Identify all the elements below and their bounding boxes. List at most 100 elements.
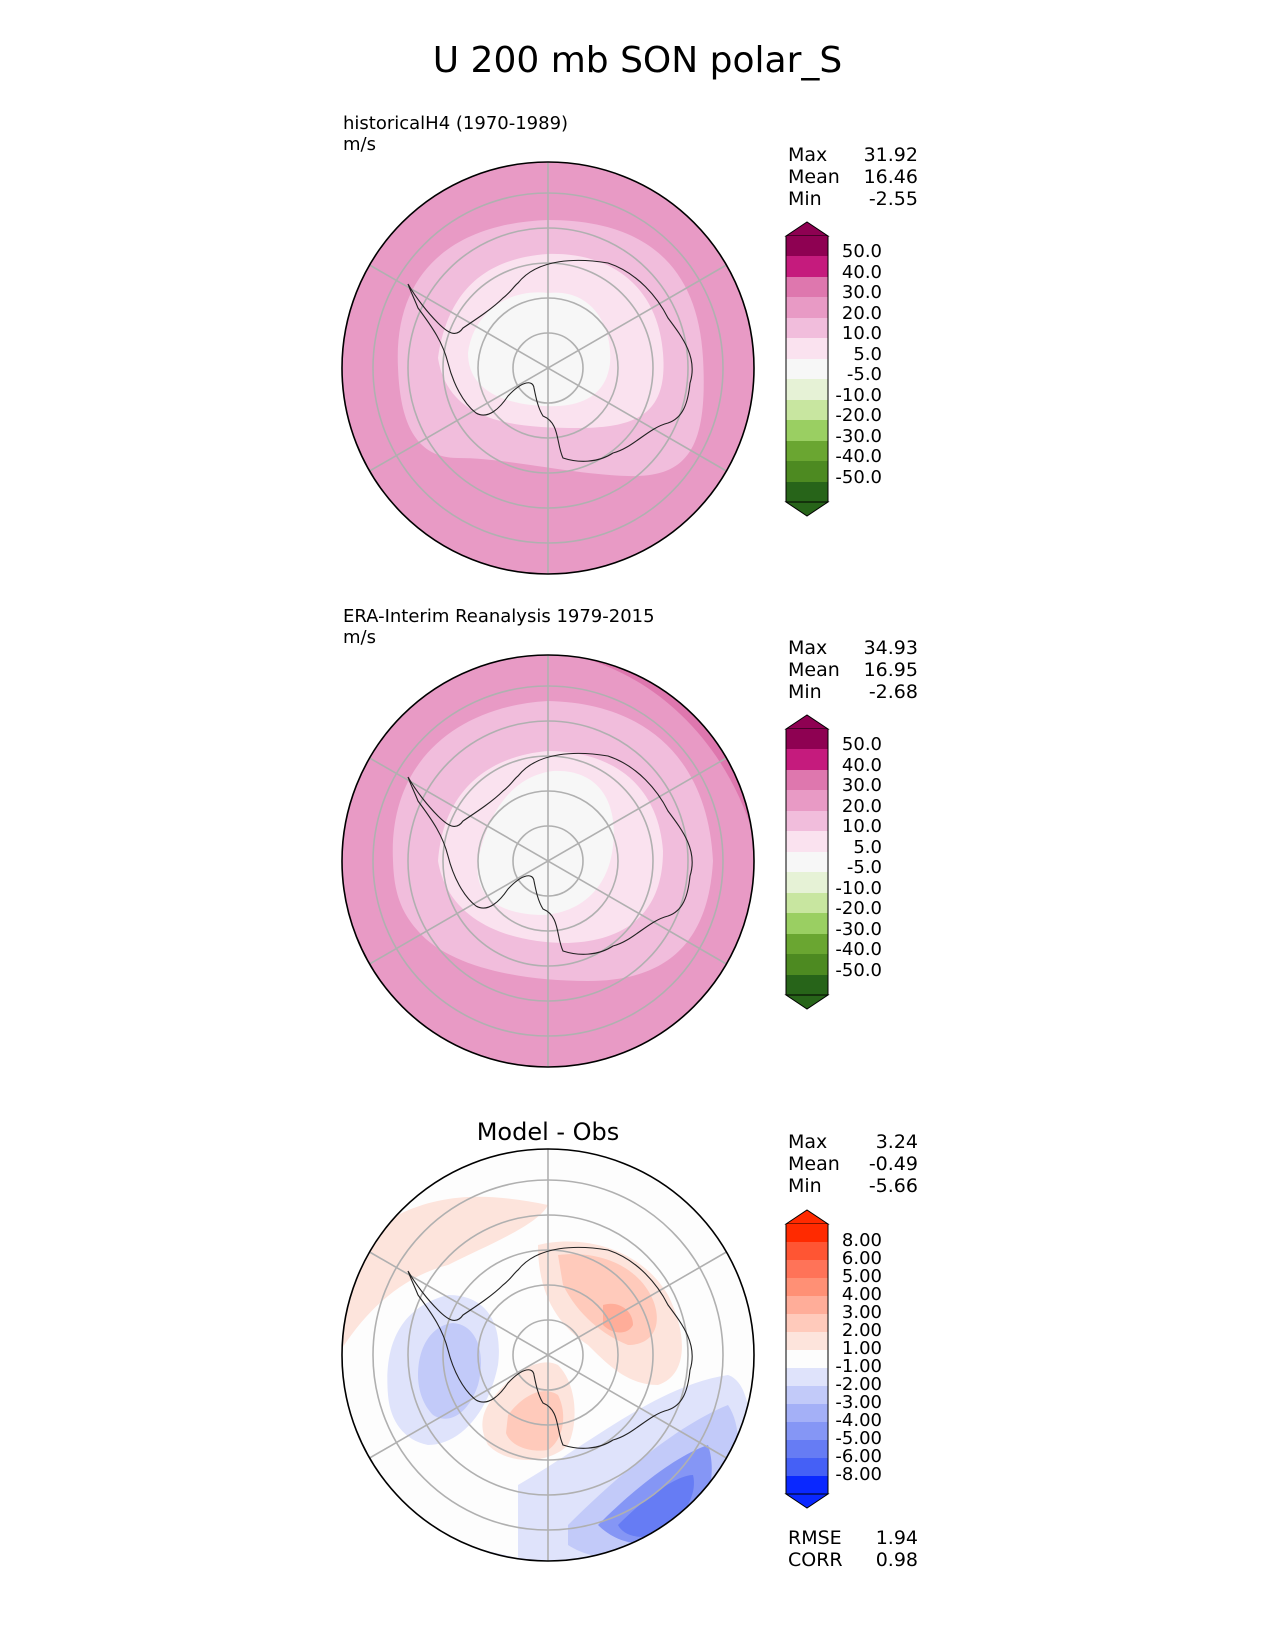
- map-boundary: [341, 161, 755, 575]
- colorbar-tick-label: 4.00: [841, 1284, 882, 1305]
- diff-polar-map: [341, 1148, 755, 1562]
- colorbar-tick-label: 40.0: [841, 261, 882, 283]
- stat-label: Mean: [788, 166, 840, 188]
- model-panel-title: historicalH4 (1970-1989) m/s: [343, 113, 568, 155]
- obs-units-text: m/s: [343, 627, 376, 648]
- diff-colorbar: [784, 1209, 830, 1509]
- diff-colorbar-labels: 8.00 6.00 5.00 4.00 3.00 2.00 1.00 -1.00 -2.00 -3…: [822, 1230, 882, 1484]
- diff-metrics: RMSE 1.94 CORR 0.98: [788, 1527, 918, 1571]
- model-title-text: historicalH4 (1970-1989): [343, 113, 569, 134]
- stat-label: Min: [788, 1175, 822, 1197]
- colorbar-tick-label: -30.0: [835, 918, 882, 940]
- colorbar-tick-label: 50.0: [841, 734, 882, 755]
- antarctica-coastline: [407, 1246, 693, 1449]
- stat-label: Mean: [788, 659, 840, 681]
- stat-value: -0.49: [868, 1153, 918, 1175]
- stat-value: 16.46: [863, 166, 918, 188]
- stat-value: -5.66: [868, 1175, 918, 1197]
- model-units-text: m/s: [343, 134, 376, 155]
- stat-value: 34.93: [863, 637, 918, 659]
- obs-colorbar-labels: 50.0 40.0 30.0 20.0 10.0 5.0 -5.0 -10.0 -20.0 -30…: [822, 734, 882, 980]
- colorbar-tick-label: -3.00: [835, 1392, 882, 1413]
- stat-label: Min: [788, 681, 822, 703]
- colorbar-tick-label: -1.00: [835, 1356, 882, 1377]
- colorbar-tick-label: -5.0: [846, 364, 882, 385]
- stat-row-min: Min -5.66: [788, 1175, 918, 1197]
- colorbar-tick-label: 5.0: [853, 836, 882, 858]
- map-boundary: [341, 654, 755, 1068]
- antarctica-coastline: [407, 259, 693, 462]
- colorbar-tick-label: -20.0: [835, 405, 882, 426]
- stat-label: Max: [788, 144, 828, 166]
- colorbar-tick-label: 5.00: [841, 1266, 882, 1287]
- stat-value: 16.95: [863, 659, 918, 681]
- contour-neg3-west: [418, 1323, 481, 1419]
- colorbar-tick-label: -5.0: [846, 857, 882, 878]
- graticule: [369, 655, 727, 1067]
- stat-row-mean: Mean 16.95: [788, 659, 918, 681]
- stat-value: 3.24: [875, 1131, 918, 1153]
- colorbar-tick-label: 6.00: [841, 1248, 882, 1269]
- colorbar-swatches: [786, 1224, 828, 1494]
- graticule: [369, 1149, 727, 1561]
- metric-row-corr: CORR 0.98: [788, 1549, 918, 1571]
- stat-row-mean: Mean -0.49: [788, 1153, 918, 1175]
- colorbar-tick-label: -20.0: [835, 898, 882, 919]
- model-stats: Max 31.92 Mean 16.46 Min -2.55: [788, 144, 918, 210]
- colorbar-tick-label: -50.0: [835, 466, 882, 488]
- stat-row-max: Max 34.93: [788, 637, 918, 659]
- metric-value: 0.98: [875, 1549, 918, 1571]
- diff-stats: Max 3.24 Mean -0.49 Min -5.66: [788, 1131, 918, 1197]
- colorbar-tick-label: -50.0: [835, 959, 882, 981]
- colorbar-tick-label: 10.0: [841, 816, 882, 837]
- stat-label: Mean: [788, 1153, 840, 1175]
- map-boundary: [341, 1148, 755, 1562]
- diff-panel-title: Model - Obs: [476, 1118, 620, 1146]
- obs-title-text: ERA-Interim Reanalysis 1979-2015: [343, 606, 655, 627]
- colorbar-tick-label: 20.0: [841, 795, 882, 817]
- colorbar-tick-label: -10.0: [835, 877, 882, 899]
- obs-polar-map: [341, 654, 755, 1068]
- figure-title: U 200 mb SON polar_S: [432, 40, 843, 81]
- stat-value: -2.55: [868, 188, 918, 210]
- stat-row-mean: Mean 16.46: [788, 166, 918, 188]
- stat-value: 31.92: [863, 144, 918, 166]
- colorbar-tick-label: -30.0: [835, 425, 882, 447]
- antarctica-coastline: [407, 752, 693, 955]
- colorbar-tick-label: 30.0: [841, 282, 882, 303]
- colorbar-tick-label: 10.0: [841, 323, 882, 344]
- colorbar-tick-label: 1.00: [841, 1338, 882, 1359]
- colorbar-tick-label: 5.0: [853, 343, 882, 365]
- model-colorbar-labels: 50.0 40.0 30.0 20.0 10.0 5.0 -5.0 -10.0 -20.0 -30…: [822, 241, 882, 487]
- colorbar-tick-label: 2.00: [841, 1320, 882, 1341]
- metric-label: CORR: [788, 1549, 843, 1571]
- contour-1-2-west: [342, 1196, 548, 1355]
- colorbar-swatches: [786, 236, 828, 502]
- colorbar-swatches: [786, 729, 828, 995]
- colorbar-tick-label: 50.0: [841, 241, 882, 262]
- stat-row-max: Max 31.92: [788, 144, 918, 166]
- stat-label: Max: [788, 637, 828, 659]
- stat-row-min: Min -2.68: [788, 681, 918, 703]
- colorbar-tick-label: -40.0: [835, 446, 882, 467]
- model-polar-map: [341, 161, 755, 575]
- obs-colorbar: [784, 714, 830, 1010]
- colorbar-tick-label: -6.00: [835, 1446, 882, 1467]
- stat-label: Max: [788, 1131, 828, 1153]
- colorbar-tick-label: -10.0: [835, 384, 882, 406]
- obs-panel-title: ERA-Interim Reanalysis 1979-2015 m/s: [343, 606, 655, 648]
- colorbar-tick-label: 20.0: [841, 302, 882, 324]
- colorbar-tick-label: -40.0: [835, 939, 882, 960]
- colorbar-tick-label: -8.00: [835, 1464, 882, 1485]
- contour-neg5-5: [468, 292, 611, 407]
- metric-row-rmse: RMSE 1.94: [788, 1527, 918, 1549]
- colorbar-tick-label: 8.00: [841, 1230, 882, 1251]
- colorbar-tick-label: -5.00: [835, 1428, 882, 1449]
- obs-stats: Max 34.93 Mean 16.95 Min -2.68: [788, 637, 918, 703]
- metric-value: 1.94: [875, 1527, 918, 1549]
- metric-label: RMSE: [788, 1527, 842, 1549]
- colorbar-tick-label: 30.0: [841, 775, 882, 796]
- graticule: [369, 162, 727, 574]
- colorbar-tick-label: 3.00: [841, 1302, 882, 1323]
- colorbar-tick-label: -2.00: [835, 1374, 882, 1395]
